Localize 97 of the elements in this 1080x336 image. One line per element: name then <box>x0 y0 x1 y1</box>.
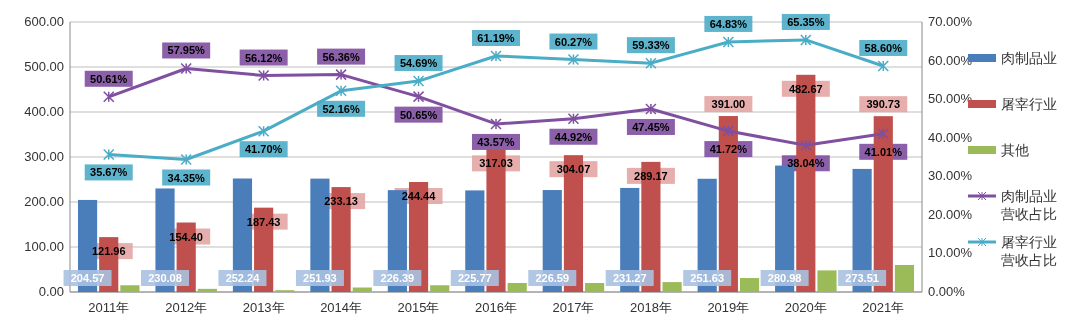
y-tick-label: 400.00 <box>24 104 64 119</box>
y-tick-label: 500.00 <box>24 59 64 74</box>
data-label: 58.60% <box>864 41 903 54</box>
point <box>335 85 347 97</box>
data-label: 43.57% <box>477 135 515 148</box>
data-label: 226.59 <box>535 272 570 284</box>
data-label: 35.67% <box>90 166 128 179</box>
bar <box>662 282 682 292</box>
point <box>412 75 425 87</box>
data-label: 204.57 <box>70 272 105 284</box>
bar <box>585 283 605 292</box>
data-label: 390.73 <box>866 98 901 111</box>
data-label: 317.03 <box>479 157 513 170</box>
data-label: 231.27 <box>612 272 647 284</box>
x-tick-label: 2018年 <box>629 300 672 315</box>
point <box>645 103 657 115</box>
data-label: 225.77 <box>458 272 492 284</box>
data-label: 52.16% <box>322 102 360 115</box>
legend-label: 肉制品业营收占比 <box>1001 188 1057 222</box>
y-tick-label: 0.00 <box>38 284 64 299</box>
point <box>567 112 580 125</box>
y-tick-label: 300.00 <box>24 149 64 164</box>
point <box>800 139 812 152</box>
x-tick-label: 2012年 <box>165 300 208 315</box>
y-tick-label: 100.00 <box>24 239 64 254</box>
bar <box>894 265 915 292</box>
data-label: 50.61% <box>90 72 128 85</box>
y2-tick-label: 10.00% <box>928 245 973 261</box>
data-label: 34.35% <box>167 171 206 184</box>
point <box>335 68 347 81</box>
point <box>722 125 735 137</box>
x-tick-label: 2020年 <box>784 300 827 315</box>
data-label: 47.45% <box>632 120 670 133</box>
y2-tick-label: 70.00% <box>928 14 973 29</box>
legend-label: 屠宰行业 <box>1001 96 1057 112</box>
legend-label: 肉制品业 <box>1001 50 1057 66</box>
x-tick-label: 2021年 <box>862 300 905 315</box>
data-label: 41.72% <box>709 143 748 156</box>
data-label: 280.98 <box>767 272 802 284</box>
data-label: 304.07 <box>556 163 591 176</box>
bar <box>120 285 140 292</box>
data-label: 41.70% <box>244 143 283 156</box>
data-label: 251.93 <box>303 272 337 284</box>
point <box>490 118 502 130</box>
y2-tick-label: 0.00% <box>928 284 966 299</box>
data-label: 56.36% <box>322 50 360 63</box>
data-label: 289.17 <box>634 169 668 182</box>
y2-tick-label: 20.00% <box>928 206 973 222</box>
point <box>180 62 192 75</box>
x-tick-label: 2014年 <box>320 300 363 315</box>
point <box>412 90 425 103</box>
data-label: 64.83% <box>709 17 748 30</box>
data-label: 391.00 <box>711 98 746 111</box>
data-label: 65.35% <box>787 15 825 28</box>
data-label: 61.19% <box>477 31 515 44</box>
data-label: 44.92% <box>554 130 593 143</box>
x-tick-label: 2016年 <box>475 300 517 315</box>
data-label: 273.51 <box>845 272 879 284</box>
bar <box>197 288 217 292</box>
point <box>180 153 192 166</box>
y2-tick-label: 30.00% <box>928 168 973 184</box>
point <box>490 50 502 62</box>
x-tick-label: 2015年 <box>397 300 440 315</box>
y2-tick-label: 40.00% <box>928 129 973 145</box>
point <box>102 91 115 103</box>
point <box>102 148 115 161</box>
data-label: 226.39 <box>380 272 415 284</box>
y-tick-label: 200.00 <box>24 194 64 209</box>
point <box>722 36 735 48</box>
legend-label: 屠宰行业营收占比 <box>1001 234 1057 268</box>
data-label: 482.67 <box>788 82 823 95</box>
x-tick-label: 2019年 <box>707 300 750 315</box>
point <box>877 60 890 72</box>
data-label: 56.12% <box>244 51 283 64</box>
x-tick-label: 2011年 <box>88 300 130 315</box>
y-tick-label: 600.00 <box>24 14 64 29</box>
legend-label: 其他 <box>1001 142 1029 158</box>
data-label: 57.95% <box>167 44 206 57</box>
data-label: 252.24 <box>225 272 261 284</box>
point <box>645 57 657 69</box>
data-label: 60.27% <box>554 35 593 48</box>
bar <box>430 285 450 292</box>
data-label: 251.63 <box>690 272 725 284</box>
data-label: 50.65% <box>399 108 438 121</box>
x-tick-label: 2013年 <box>242 300 285 315</box>
point <box>800 34 812 46</box>
bar <box>507 283 527 292</box>
data-label: 41.01% <box>864 145 903 158</box>
point <box>567 53 580 66</box>
point <box>877 128 890 140</box>
x-tick-label: 2017年 <box>552 300 595 315</box>
data-label: 38.04% <box>787 157 825 170</box>
point <box>257 69 270 82</box>
data-label: 59.33% <box>632 39 670 52</box>
data-label: 230.08 <box>148 272 182 284</box>
point <box>257 125 270 137</box>
data-label: 54.69% <box>399 57 438 70</box>
